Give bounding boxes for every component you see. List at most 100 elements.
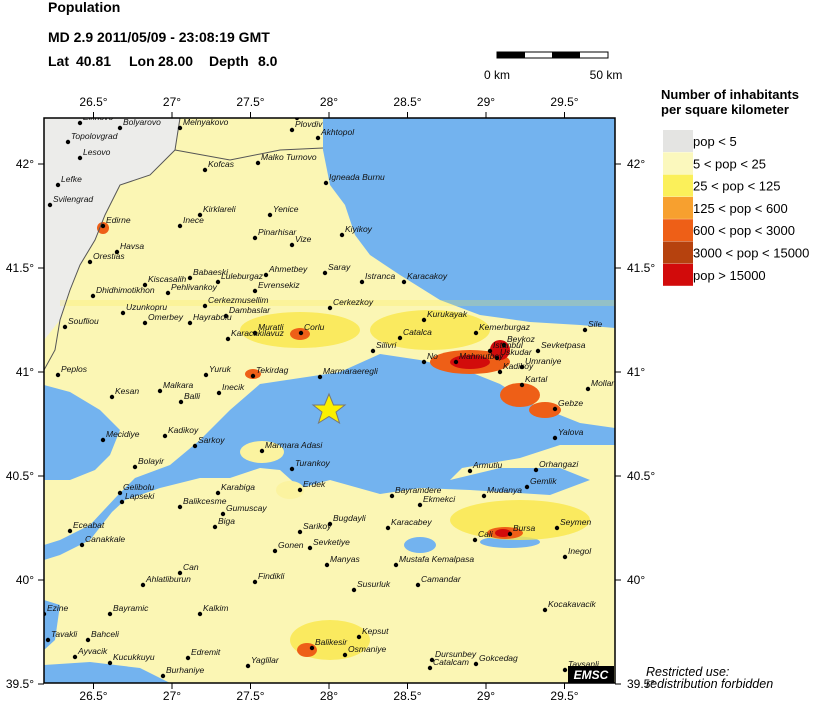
city-dot bbox=[220, 511, 226, 517]
city-dot bbox=[107, 611, 113, 617]
city-label: Erdek bbox=[303, 479, 326, 489]
city-dot bbox=[215, 279, 221, 285]
city-label: Istranca bbox=[365, 271, 396, 281]
city-label: Edirne bbox=[106, 215, 131, 225]
lat-tick-label: 42° bbox=[16, 157, 34, 171]
city-label: Malko Turnovo bbox=[261, 152, 317, 162]
legend-swatch bbox=[663, 130, 693, 152]
lat-tick-label: 40° bbox=[16, 573, 34, 587]
city-label: Lefke bbox=[61, 174, 82, 184]
city-label: Havsa bbox=[120, 241, 144, 251]
city-label: Karacakoy bbox=[407, 271, 448, 281]
city-label: Gonen bbox=[278, 540, 304, 550]
city-dot bbox=[497, 369, 503, 375]
city-dot bbox=[67, 528, 73, 534]
city-dot bbox=[259, 448, 265, 454]
city-label: Plovdiv bbox=[295, 119, 323, 129]
city-label: Istanbul bbox=[493, 340, 524, 350]
city-dot bbox=[385, 525, 391, 531]
city-dot bbox=[252, 330, 258, 336]
city-dot bbox=[55, 372, 61, 378]
legend-swatch bbox=[663, 241, 693, 264]
city-label: Beykoz bbox=[507, 334, 536, 344]
city-dot bbox=[393, 562, 399, 568]
city-label: Gemlik bbox=[530, 476, 557, 486]
city-dot bbox=[120, 310, 126, 316]
city-dot bbox=[197, 611, 203, 617]
legend-swatch bbox=[663, 263, 693, 286]
event: MD 2.9 2011/05/09 - 23:08:19 GMT bbox=[48, 29, 270, 45]
city-dot bbox=[47, 202, 53, 208]
city-label: Yuruk bbox=[209, 364, 232, 374]
lat-tick-label: 41.5° bbox=[6, 261, 34, 275]
city-label: Cerkezmusellim bbox=[208, 295, 268, 305]
city-dot bbox=[187, 320, 193, 326]
city-dot bbox=[467, 468, 473, 474]
city-label: Silivri bbox=[376, 340, 397, 350]
city-label: Inecik bbox=[222, 382, 245, 392]
city-dot bbox=[55, 182, 61, 188]
city-label: Edremit bbox=[191, 647, 221, 657]
legend-label: 3000 < pop < 15000 bbox=[693, 246, 809, 261]
city-label: Kemerburgaz bbox=[479, 322, 531, 332]
city-label: Tavakli bbox=[51, 629, 78, 639]
city-dot bbox=[87, 259, 93, 265]
city-dot bbox=[507, 531, 513, 537]
city-dot bbox=[165, 290, 171, 296]
city-label: Kofcas bbox=[208, 159, 235, 169]
city-dot bbox=[142, 320, 148, 326]
city-label: Mecidiye bbox=[106, 429, 140, 439]
city-dot bbox=[250, 373, 256, 379]
city-label: Umraniye bbox=[525, 356, 562, 366]
city-dot bbox=[140, 582, 146, 588]
city-label: Kiscasalih bbox=[148, 274, 187, 284]
legend-label: 125 < pop < 600 bbox=[693, 201, 788, 216]
city-dot bbox=[297, 487, 303, 493]
city-dot bbox=[307, 545, 313, 551]
city-label: Soufliou bbox=[68, 316, 99, 326]
city-label: Dursunbey bbox=[435, 649, 477, 659]
city-label: Karacakilavuz bbox=[231, 328, 285, 338]
scale-start: 0 km bbox=[484, 68, 510, 82]
city-dot bbox=[178, 399, 184, 405]
city-dot bbox=[401, 279, 407, 285]
city-dot bbox=[85, 637, 91, 643]
city-dot bbox=[119, 499, 125, 505]
city-label: Cali bbox=[478, 529, 494, 539]
legend-swatch bbox=[663, 196, 693, 219]
lat-tick-label: 39.5° bbox=[627, 677, 655, 691]
city-label: Elkhovo bbox=[83, 112, 114, 122]
city-dot bbox=[309, 645, 315, 651]
city-label: Tavsanli bbox=[568, 659, 600, 669]
city-dot bbox=[72, 654, 78, 660]
logo: EMSC bbox=[574, 668, 609, 682]
city-dot bbox=[327, 521, 333, 527]
city-dot bbox=[117, 490, 123, 496]
city-dot bbox=[142, 282, 148, 288]
city-dot bbox=[582, 327, 588, 333]
city-label: Dambaslar bbox=[229, 305, 271, 315]
city-label: Mustafa Kemalpasa bbox=[399, 554, 474, 564]
city-dot bbox=[197, 212, 203, 218]
city-label: Kirklareli bbox=[203, 204, 237, 214]
lon-tick-label: 27.5° bbox=[236, 689, 264, 703]
city-dot bbox=[342, 652, 348, 658]
scale-bar bbox=[496, 51, 609, 59]
city-dot bbox=[389, 493, 395, 499]
city-label: Yenice bbox=[273, 204, 299, 214]
city-label: Ekmekci bbox=[423, 494, 456, 504]
city-dot bbox=[562, 667, 568, 673]
city-label: Manyas bbox=[330, 554, 361, 564]
lon: 28.00 bbox=[158, 53, 193, 69]
lon-tick-label: 27° bbox=[163, 689, 181, 703]
city-label: Inegol bbox=[568, 546, 592, 556]
city-dot bbox=[109, 394, 115, 400]
title: Population bbox=[48, 0, 120, 15]
city-dot bbox=[397, 335, 403, 341]
city-dot bbox=[212, 524, 218, 530]
city-dot bbox=[542, 607, 548, 613]
lon-tick-label: 28° bbox=[320, 95, 338, 109]
city-label: Kalkim bbox=[203, 603, 229, 613]
city-label: Omerbey bbox=[148, 312, 184, 322]
